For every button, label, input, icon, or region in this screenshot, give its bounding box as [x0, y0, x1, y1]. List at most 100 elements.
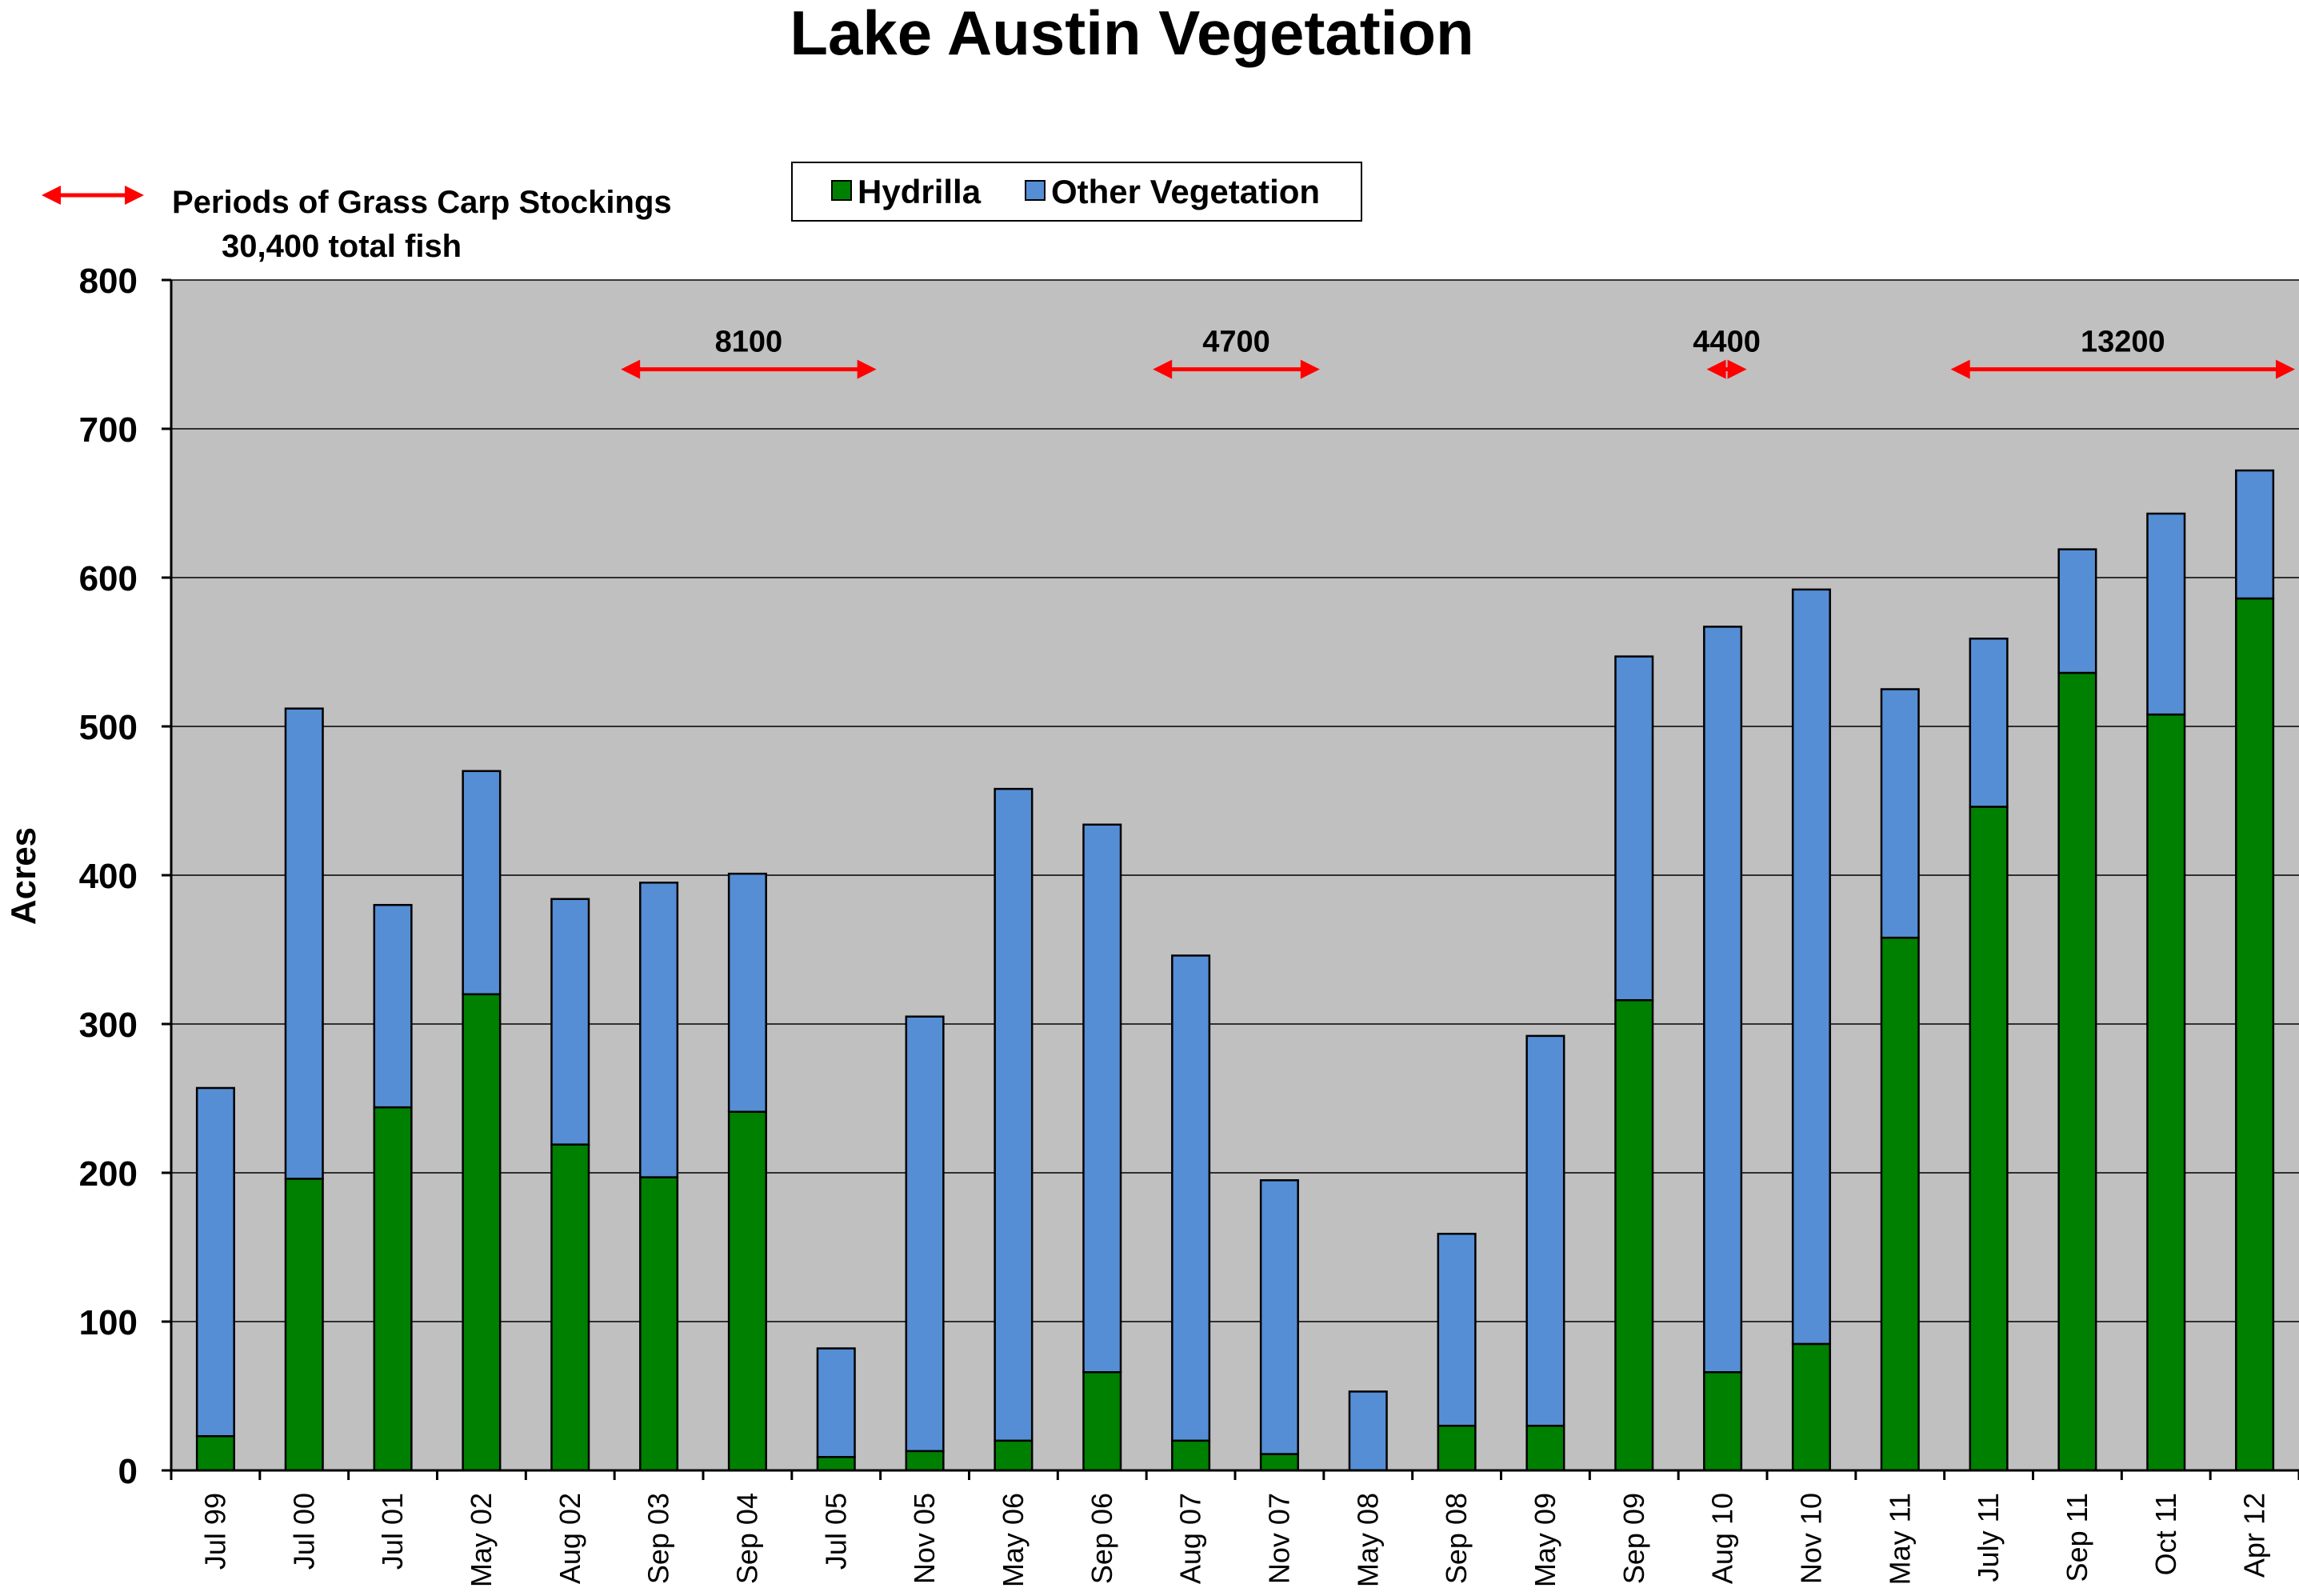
- bar-other-vegetation: [284, 707, 324, 1180]
- bar-other-vegetation: [1791, 588, 1831, 1346]
- stocking-periods: 8100 4700 4400 13200: [621, 326, 2295, 379]
- bar-other-vegetation: [462, 770, 502, 996]
- y-tick-label: 400: [79, 857, 138, 896]
- x-tick-label: Nov 10: [1794, 1493, 1827, 1584]
- bar-other-vegetation: [905, 1015, 945, 1453]
- x-tick-label: May 11: [1883, 1493, 1916, 1585]
- bar-other-vegetation: [373, 903, 413, 1109]
- bars: [195, 469, 2275, 1472]
- chart-title: Lake Austin Vegetation: [790, 0, 1473, 68]
- y-tick-label: 200: [79, 1154, 138, 1194]
- bar-hydrilla: [905, 1450, 945, 1472]
- y-tick-label: 600: [79, 559, 138, 598]
- bar-hydrilla: [1525, 1424, 1565, 1472]
- stocking-period-label: 4400: [1693, 326, 1761, 359]
- x-tick-label: Jul 99: [198, 1493, 231, 1570]
- stocking-period-arrow: [1950, 359, 2295, 379]
- y-tick-label: 0: [118, 1452, 138, 1491]
- bar-hydrilla: [727, 1110, 767, 1472]
- bar-hydrilla: [2146, 713, 2186, 1472]
- bar-other-vegetation: [1259, 1179, 1299, 1455]
- x-tick-label: Sep 04: [730, 1493, 763, 1584]
- bar-other-vegetation: [816, 1347, 856, 1458]
- bar-hydrilla: [550, 1143, 590, 1472]
- bar-other-vegetation: [994, 787, 1034, 1442]
- x-tick-label: Aug 07: [1174, 1493, 1207, 1584]
- y-tick-label: 800: [79, 262, 138, 301]
- gridlines: [171, 279, 2299, 1322]
- legend: Hydrilla Other Vegetation: [791, 162, 1362, 222]
- stocking-period-label: 13200: [2081, 326, 2165, 359]
- bar-hydrilla: [2235, 597, 2275, 1472]
- x-tick-label: Aug 10: [1706, 1493, 1739, 1584]
- bar-other-vegetation: [1614, 655, 1654, 1002]
- y-tick-label: 700: [79, 410, 138, 450]
- y-tick-label: 300: [79, 1006, 138, 1045]
- bar-other-vegetation: [1703, 626, 1743, 1374]
- bar-other-vegetation: [727, 872, 767, 1113]
- bar-other-vegetation: [2057, 548, 2097, 674]
- stocking-note-arrow: [42, 186, 144, 205]
- bar-hydrilla: [462, 993, 502, 1472]
- bar-hydrilla: [1880, 936, 1920, 1472]
- x-tick-label: Sep 06: [1086, 1493, 1118, 1584]
- x-tick-label: May 06: [997, 1493, 1030, 1587]
- bar-other-vegetation: [2146, 512, 2186, 716]
- stocking-note-line2: 30,400 total fish: [222, 229, 462, 264]
- stocking-note: Periods of Grass Carp Stockings 30,400 t…: [42, 185, 672, 264]
- x-tick-label: July 11: [1972, 1493, 2005, 1582]
- x-tick-label: May 08: [1351, 1493, 1384, 1587]
- y-axis-label: Acres: [4, 827, 43, 925]
- x-tick-label: Aug 02: [554, 1493, 586, 1584]
- legend-swatch-hydrilla: [831, 180, 852, 201]
- y-tick-label: 500: [79, 708, 138, 747]
- stocking-period-label: 4700: [1202, 326, 1270, 359]
- bar-hydrilla: [1791, 1342, 1831, 1472]
- bar-hydrilla: [1437, 1424, 1477, 1472]
- x-tick-label: Sep 11: [2061, 1493, 2093, 1582]
- bar-other-vegetation: [1880, 688, 1920, 939]
- stocking-period-arrow: [621, 359, 877, 379]
- x-tick-label: Apr 12: [2238, 1493, 2271, 1578]
- stocking-period-arrow: [1153, 359, 1320, 379]
- bar-other-vegetation: [1437, 1233, 1477, 1427]
- bar-hydrilla: [639, 1176, 679, 1472]
- bar-other-vegetation: [195, 1086, 235, 1438]
- y-axis-ticks: 0 100 200 300 400 500 600 700 800: [79, 262, 171, 1491]
- bar-hydrilla: [1969, 806, 2009, 1472]
- legend-label-hydrilla: Hydrilla: [858, 173, 982, 210]
- bar-other-vegetation: [1082, 823, 1122, 1374]
- x-tick-label: Nov 07: [1262, 1493, 1295, 1584]
- x-tick-label: Jul 00: [287, 1493, 320, 1570]
- stocking-period-arrow: [1706, 359, 1747, 379]
- bar-hydrilla: [284, 1178, 324, 1472]
- bar-hydrilla: [2057, 671, 2097, 1472]
- x-tick-label: Sep 03: [642, 1493, 675, 1584]
- stocking-period-label: 8100: [715, 326, 783, 359]
- x-tick-label: May 09: [1529, 1493, 1561, 1587]
- bar-other-vegetation: [1525, 1034, 1565, 1427]
- bar-other-vegetation: [1348, 1390, 1388, 1472]
- x-tick-label: Nov 05: [908, 1493, 941, 1584]
- x-tick-label: Sep 09: [1617, 1493, 1650, 1584]
- bar-hydrilla: [1171, 1439, 1211, 1472]
- x-axis-ticks: Jul 99 Jul 00 Jul 01 May 02 Aug 02 Sep 03 Sep …: [170, 1470, 2299, 1587]
- bar-other-vegetation: [1171, 954, 1211, 1442]
- x-tick-label: Jul 05: [819, 1493, 852, 1570]
- bar-other-vegetation: [2235, 469, 2275, 600]
- bar-hydrilla: [1703, 1370, 1743, 1472]
- x-tick-label: Sep 08: [1440, 1493, 1473, 1584]
- bar-hydrilla: [1614, 998, 1654, 1472]
- x-tick-label: Jul 01: [376, 1493, 409, 1570]
- bar-other-vegetation: [550, 898, 590, 1146]
- bar-other-vegetation: [639, 882, 679, 1178]
- legend-box: [791, 162, 1362, 222]
- x-tick-label: May 02: [465, 1493, 498, 1587]
- bar-hydrilla: [373, 1106, 413, 1472]
- bar-other-vegetation: [1969, 638, 2009, 808]
- bar-hydrilla: [195, 1434, 235, 1472]
- y-tick-label: 100: [79, 1303, 138, 1342]
- x-tick-label: Oct 11: [2149, 1493, 2182, 1575]
- bar-hydrilla: [816, 1456, 856, 1472]
